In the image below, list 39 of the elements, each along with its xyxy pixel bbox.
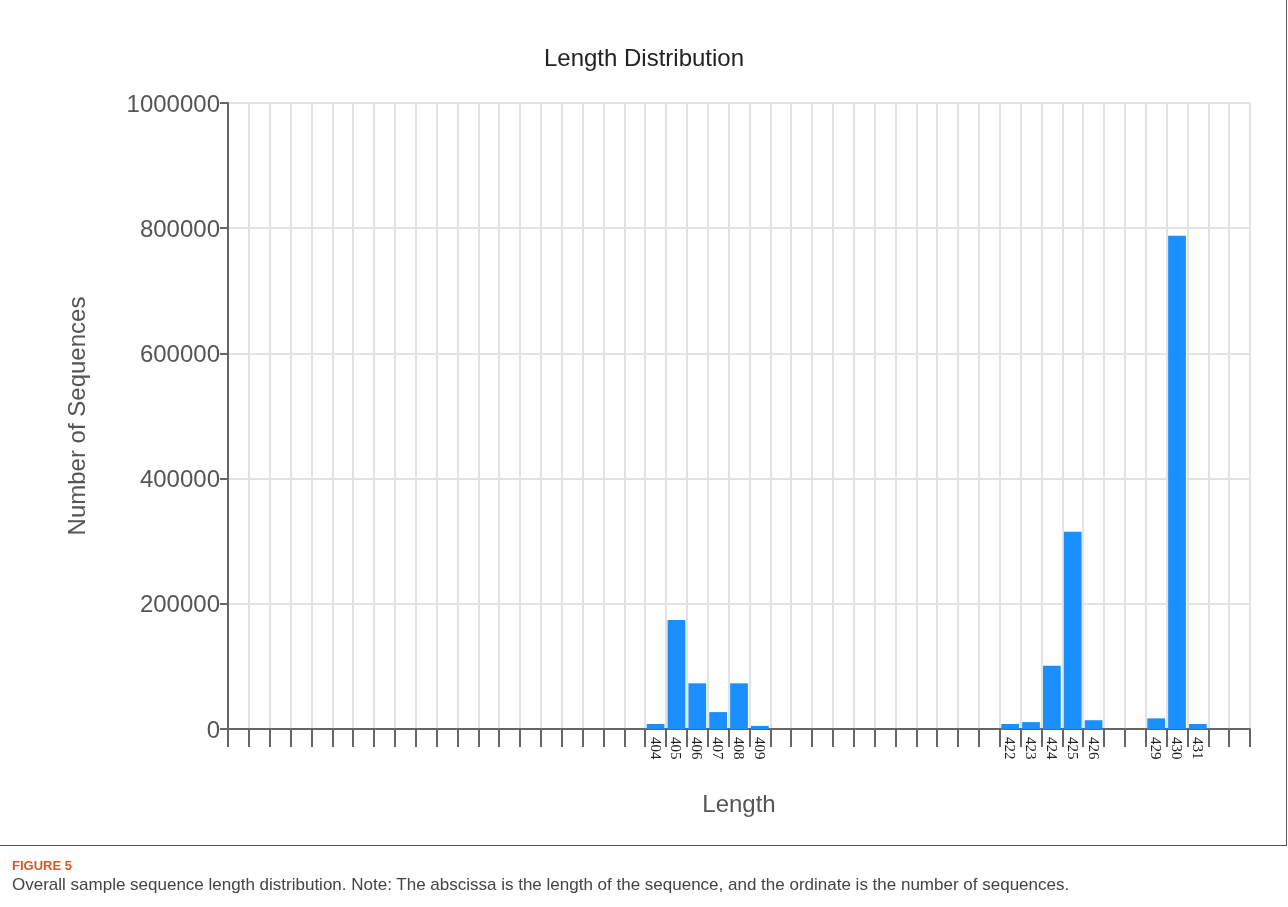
- bar: [1147, 718, 1166, 729]
- x-tick-label: 431: [1189, 737, 1206, 760]
- x-tick-label: 426: [1085, 737, 1102, 760]
- y-tick-label: 400000: [139, 465, 220, 493]
- y-tick-label: 1000000: [126, 89, 220, 117]
- bar: [667, 620, 686, 729]
- x-tick-label: 430: [1169, 737, 1185, 760]
- y-tick-label: 600000: [139, 339, 220, 367]
- chart-title: Length Distribution: [543, 43, 745, 71]
- bar: [1042, 665, 1061, 729]
- bar: [750, 725, 769, 729]
- x-tick-label: 407: [710, 737, 727, 760]
- y-tick-label: 200000: [139, 590, 220, 618]
- x-tick-label: 424: [1043, 737, 1060, 760]
- x-axis-title: Length: [702, 789, 776, 817]
- bar: [1188, 723, 1207, 729]
- x-tick-label: 404: [647, 737, 664, 760]
- caption: FIGURE 5: [12, 858, 72, 873]
- x-tick-label: 423: [1023, 737, 1039, 760]
- x-tick-label: 406: [689, 737, 706, 760]
- bar: [688, 683, 707, 729]
- bar: [730, 683, 748, 729]
- y-axis-title: Number of Sequences: [62, 296, 90, 536]
- bar: [1168, 235, 1186, 729]
- x-tick-label: 429: [1148, 737, 1165, 760]
- y-tick-label: 800000: [139, 214, 220, 242]
- x-tick-label: 405: [668, 737, 685, 760]
- bar: [709, 712, 728, 729]
- bar: [1063, 531, 1082, 729]
- bar: [1001, 723, 1020, 729]
- x-tick-label: 408: [731, 737, 747, 760]
- bar: [646, 723, 665, 729]
- x-tick-label: 425: [1064, 737, 1081, 760]
- text: Overall sample sequence length distribution. Note: The abscissa is the length of the sequence, and the ordinate is the number of sequences.: [12, 875, 1070, 895]
- x-tick-label: 409: [751, 737, 768, 760]
- y-tick-label: 0: [206, 715, 220, 743]
- bar: [1022, 722, 1040, 729]
- bar: [1084, 720, 1103, 729]
- x-tick-label: 422: [1002, 737, 1019, 760]
